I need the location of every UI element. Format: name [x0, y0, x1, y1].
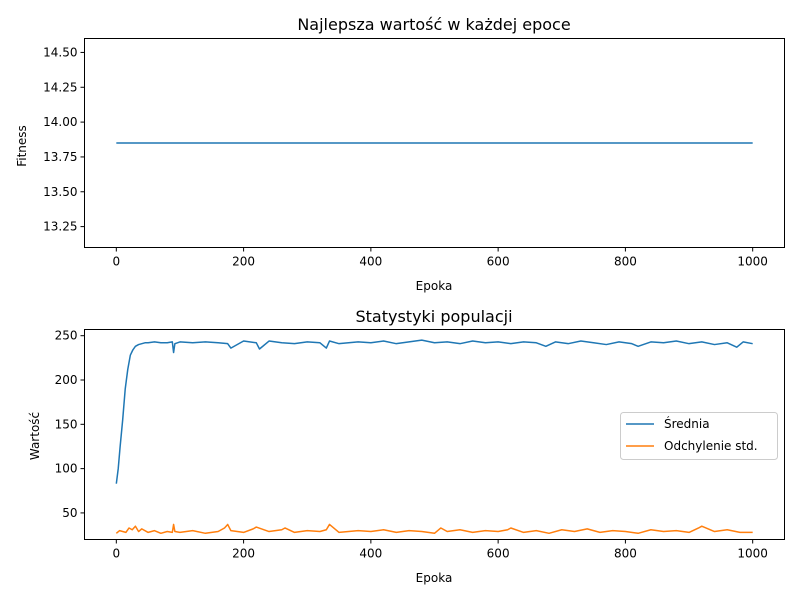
y-tick-label: 50: [62, 506, 77, 520]
x-tick-label: 200: [232, 255, 255, 269]
y-tick-label: 250: [55, 329, 78, 343]
series-line-0: [115, 339, 753, 484]
x-tick-label: 1000: [737, 255, 768, 269]
x-ticks: 0 200 400 600 800 1000: [112, 247, 768, 269]
legend-label-std: Odchylenie std.: [664, 439, 758, 453]
x-tick-label: 0: [112, 255, 120, 269]
y-tick-label: 13.75: [43, 150, 77, 164]
x-axis-label: Epoka: [416, 279, 453, 293]
best-fitness-subplot: Najlepsza wartość w każdej epoce Epoka F…: [15, 15, 785, 293]
y-tick-label: 100: [55, 462, 78, 476]
population-stats-subplot: Statystyki populacji Epoka Wartość 0 200 4…: [28, 307, 785, 585]
y-tick-label: 13.25: [43, 220, 77, 234]
y-ticks: 13.25 13.50 13.75 14.00 14.25 14.50: [43, 45, 85, 234]
x-tick-label: 600: [487, 255, 510, 269]
y-ticks: 50 100 150 200 250: [55, 329, 85, 520]
x-tick-label: 800: [614, 255, 637, 269]
y-tick-label: 14.50: [43, 45, 77, 59]
x-tick-label: 400: [359, 255, 382, 269]
x-tick-label: 1000: [737, 547, 768, 561]
series-group: [115, 339, 753, 535]
x-tick-label: 400: [359, 547, 382, 561]
y-tick-label: 150: [55, 417, 78, 431]
y-tick-label: 200: [55, 373, 78, 387]
x-tick-label: 0: [112, 547, 120, 561]
x-tick-label: 600: [487, 547, 510, 561]
y-tick-label: 14.00: [43, 115, 77, 129]
x-tick-label: 800: [614, 547, 637, 561]
plot-frame: [84, 329, 785, 540]
y-axis-label: Fitness: [15, 125, 29, 167]
plot-frame: [84, 38, 785, 248]
series-line-1: [115, 523, 753, 535]
x-ticks: 0 200 400 600 800 1000: [112, 539, 768, 561]
legend: Średnia Odchylenie std.: [620, 412, 778, 460]
x-axis-label: Epoka: [416, 571, 453, 585]
chart-title: Najlepsza wartość w każdej epoce: [297, 15, 570, 34]
x-tick-label: 200: [232, 547, 255, 561]
y-tick-label: 14.25: [43, 80, 77, 94]
y-tick-label: 13.50: [43, 185, 77, 199]
legend-label-mean: Średnia: [664, 416, 710, 431]
legend-box: [620, 412, 778, 460]
y-axis-label: Wartość: [28, 412, 42, 460]
chart-title: Statystyki populacji: [355, 307, 512, 326]
